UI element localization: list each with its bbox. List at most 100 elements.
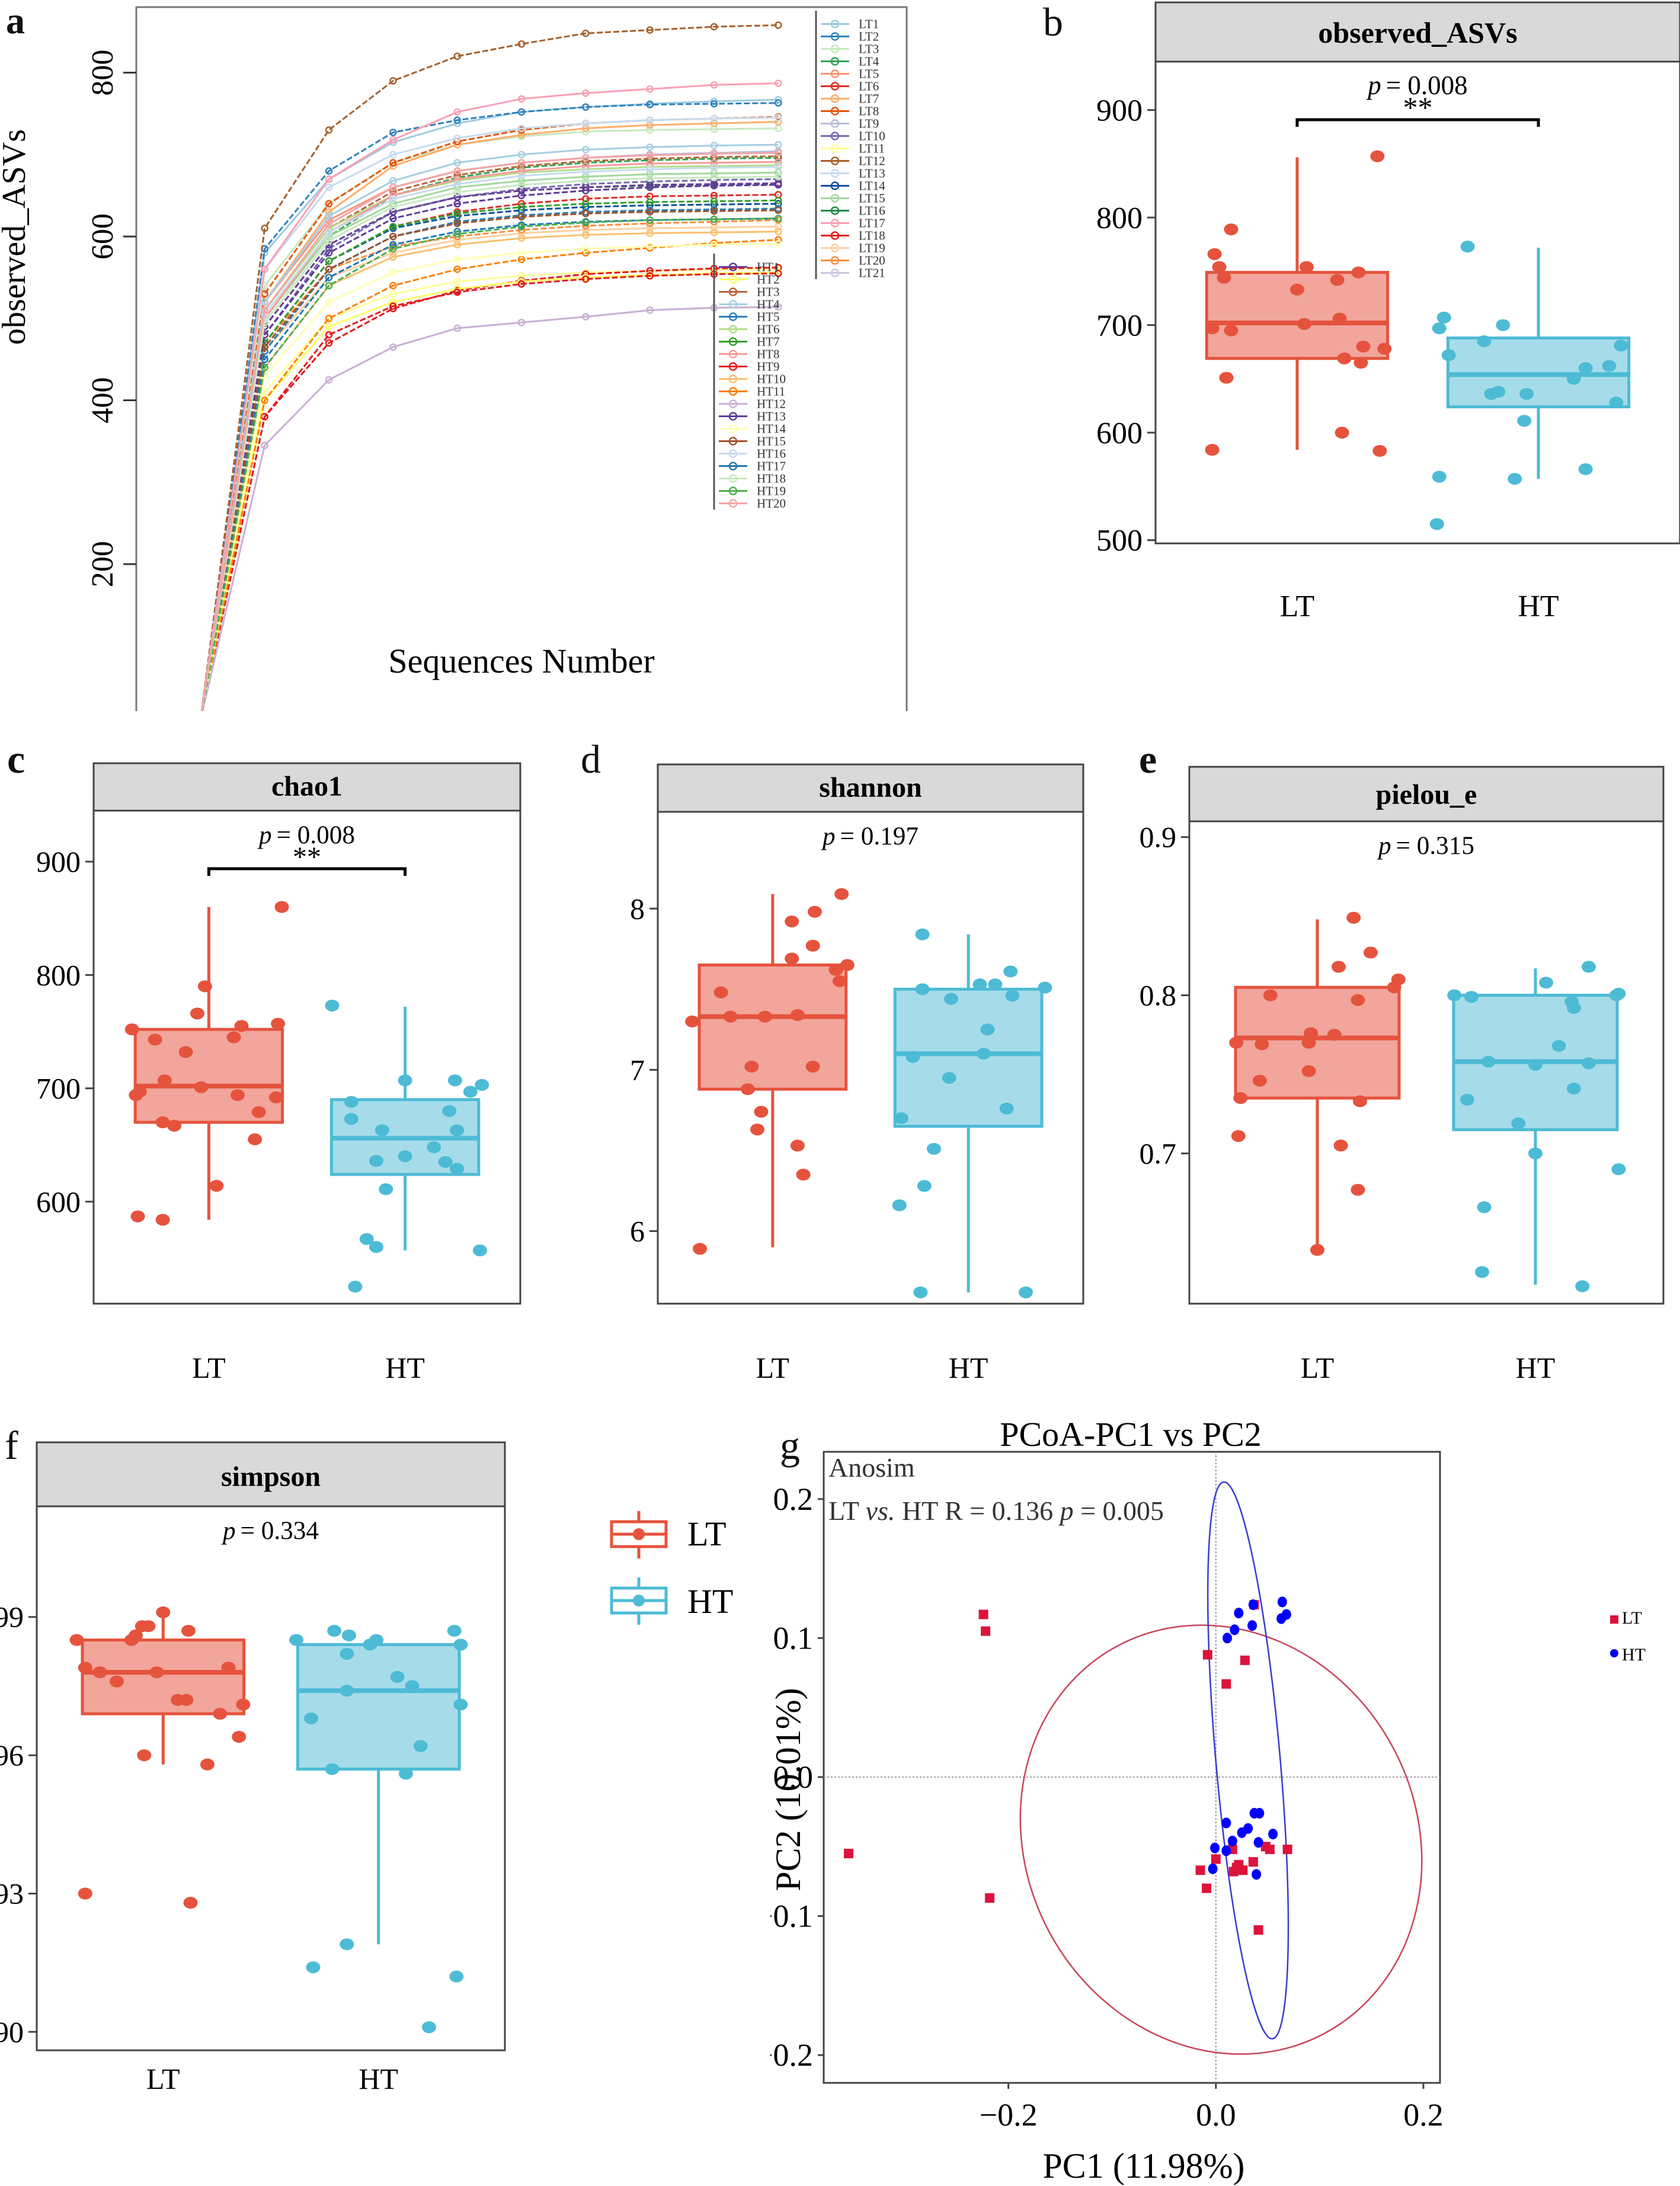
series-point <box>775 197 782 204</box>
data-point-lt <box>754 1106 769 1118</box>
data-point-ht <box>1566 373 1581 385</box>
data-point-ht <box>422 2021 437 2034</box>
legend-label: LT9 <box>859 117 879 131</box>
data-point-lt <box>1337 352 1352 364</box>
series-point <box>775 240 782 248</box>
series-point <box>775 270 782 277</box>
series-point <box>453 230 461 238</box>
data-point-ht <box>1038 981 1052 994</box>
data-point-ht <box>1477 335 1492 347</box>
data-point-ht <box>1003 965 1018 978</box>
data-point-lt <box>1387 981 1401 994</box>
series-point <box>453 324 461 332</box>
data-point-lt <box>1377 343 1392 355</box>
series-point <box>261 356 268 363</box>
legend-label-ht: HT <box>687 1582 733 1621</box>
series-point <box>325 322 333 331</box>
data-point-lt <box>92 1666 107 1679</box>
legend-label: HT13 <box>757 409 786 424</box>
data-point-ht <box>926 1142 941 1155</box>
legend-label: HT14 <box>757 422 786 436</box>
data-point-ht <box>1528 1147 1543 1160</box>
legend-label: HT1 <box>757 260 780 274</box>
legend-item-lt19: LT19 <box>821 241 885 255</box>
data-point-lt <box>1353 1095 1367 1108</box>
series-point <box>389 290 397 298</box>
series-point <box>517 159 526 167</box>
legend-item-lt17: LT17 <box>821 216 885 231</box>
data-point-ht <box>1551 1039 1566 1052</box>
series-point <box>517 234 526 242</box>
series-point <box>325 220 333 228</box>
data-point-lt <box>1330 274 1345 286</box>
legend-label: HT16 <box>757 447 786 461</box>
data-point-lt <box>156 1606 171 1618</box>
data-point-lt <box>1346 911 1361 924</box>
series-point <box>517 108 526 116</box>
legend-label: LT12 <box>859 154 885 168</box>
data-point-lt <box>693 1243 708 1255</box>
data-point-lt <box>274 901 289 913</box>
legend-item-lt18: LT18 <box>821 229 885 243</box>
series-point <box>582 172 590 181</box>
series-point <box>646 143 654 151</box>
data-point-ht <box>915 983 930 996</box>
series-point <box>775 99 782 107</box>
data-point-ht <box>1268 1829 1278 1840</box>
data-point-lt <box>740 1083 755 1096</box>
data-point-ht <box>449 1970 464 1983</box>
panel-g: g PCoA-PC1 vs PC2 Anosim LT vs. HT R = 0… <box>770 1422 1680 2186</box>
p-value-label: p = 0.008 <box>1366 71 1467 100</box>
series-point <box>325 331 333 339</box>
data-point-ht <box>398 1150 412 1163</box>
significance-bracket <box>207 867 407 876</box>
series-point <box>517 249 526 257</box>
confidence-ellipse-ht <box>1207 1481 1289 2040</box>
data-point-lt <box>167 1119 182 1132</box>
y-tick-label: 0.90 <box>0 2015 24 2049</box>
data-point-lt <box>1202 1883 1212 1893</box>
facet-title: pielou_e <box>1376 779 1477 811</box>
series-point <box>646 121 654 129</box>
series-point <box>325 212 333 220</box>
series-point <box>389 241 397 249</box>
series-point <box>646 267 654 275</box>
legend-item-ht13: HT13 <box>719 409 786 424</box>
series-line-lt13 <box>200 117 779 711</box>
series-point <box>389 159 397 167</box>
significance-bracket <box>1295 118 1540 127</box>
series-point <box>389 232 397 241</box>
legend-label: LT6 <box>859 79 879 94</box>
series-point <box>325 200 333 208</box>
series-point <box>517 280 526 288</box>
data-point-lt <box>234 1020 249 1032</box>
series-point <box>710 142 718 149</box>
series-point <box>261 364 268 372</box>
series-line-ht20 <box>201 152 779 711</box>
series-line-lt1 <box>200 98 779 711</box>
series-point <box>517 191 526 200</box>
series-point <box>710 100 718 108</box>
data-point-ht <box>1432 322 1447 335</box>
series-line-lt17 <box>200 82 779 711</box>
rarefaction-chart: 0200400600800010,00020,00030,00040,000 o… <box>0 6 908 711</box>
series-point <box>582 200 590 208</box>
data-point-lt <box>231 1089 245 1102</box>
series-point <box>453 52 461 60</box>
legend-item-lt1: LT1 <box>821 17 879 31</box>
data-point-lt <box>1304 1027 1319 1039</box>
data-point-lt <box>1221 1679 1231 1689</box>
series-line-ht19 <box>201 217 779 711</box>
data-point-lt <box>805 1060 820 1073</box>
data-point-lt <box>1252 1074 1267 1087</box>
series-point <box>646 174 654 183</box>
data-point-ht <box>450 1124 465 1137</box>
data-point-ht <box>1447 989 1462 1001</box>
p-value-label: p = 0.008 <box>257 821 355 849</box>
data-point-ht <box>453 1698 468 1711</box>
data-point-lt <box>141 1620 156 1633</box>
data-point-ht <box>344 1096 359 1108</box>
series-point <box>389 343 397 351</box>
facet-title: observed_ASVs <box>1318 16 1517 49</box>
data-point-lt <box>130 1210 145 1222</box>
